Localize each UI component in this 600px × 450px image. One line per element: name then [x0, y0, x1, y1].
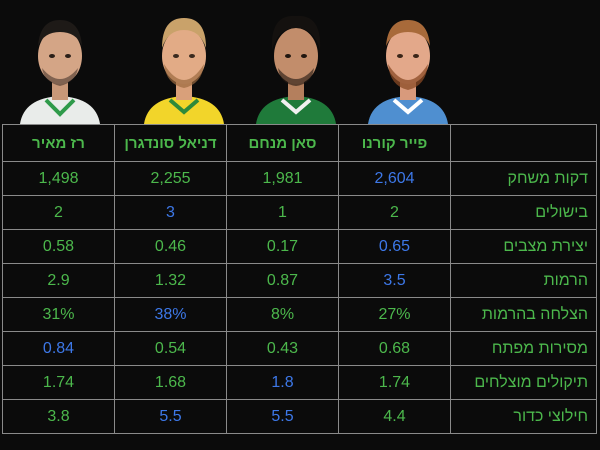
stat-value: 1.8 — [226, 365, 339, 400]
player-name: דניאל סונדגרן — [114, 124, 227, 162]
stats-table: פייר קורנו סאן מנחם דניאל סונדגרן רז מאי… — [2, 124, 597, 434]
stat-value: 1 — [226, 195, 339, 230]
stat-value: 0.54 — [114, 331, 227, 366]
stat-label: חילוצי כדור — [450, 399, 597, 434]
stat-value: 0.58 — [2, 229, 115, 264]
player-name: רז מאיר — [2, 124, 115, 162]
stat-value: 2 — [338, 195, 451, 230]
player-photo-pierre-cornud — [368, 20, 448, 124]
stat-value: 1.74 — [338, 365, 451, 400]
table-row: חילוצי כדור 4.4 5.5 5.5 3.8 — [2, 399, 597, 434]
stat-value: 2 — [2, 195, 115, 230]
table-row: הצלחה בהרמות 27% 8% 38% 31% — [2, 297, 597, 332]
table-row: יצירת מצבים 0.65 0.17 0.46 0.58 — [2, 229, 597, 264]
stat-value: 0.46 — [114, 229, 227, 264]
table-row: תיקולים מוצלחים 1.74 1.8 1.68 1.74 — [2, 365, 597, 400]
stat-value: 8% — [226, 297, 339, 332]
table-row: דקות משחק 2,604 1,981 2,255 1,498 — [2, 161, 597, 196]
stat-value: 2,255 — [114, 161, 227, 196]
stats-body: דקות משחק 2,604 1,981 2,255 1,498 בישולים 2 1 3 2… — [2, 161, 597, 434]
stat-value: 27% — [338, 297, 451, 332]
stat-value: 3.8 — [2, 399, 115, 434]
player-photos — [0, 0, 600, 124]
stat-value: 5.5 — [114, 399, 227, 434]
stat-label: יצירת מצבים — [450, 229, 597, 264]
stat-value: 0.17 — [226, 229, 339, 264]
stat-value: 1.74 — [2, 365, 115, 400]
stat-value: 2.9 — [2, 263, 115, 298]
player-photo-san-menachem — [256, 15, 336, 124]
stat-value: 1,981 — [226, 161, 339, 196]
stat-label: מסירות מפתח — [450, 331, 597, 366]
player-name: סאן מנחם — [226, 124, 339, 162]
stat-label: הרמות — [450, 263, 597, 298]
stat-label: הצלחה בהרמות — [450, 297, 597, 332]
stat-value: 2,604 — [338, 161, 451, 196]
stat-label: דקות משחק — [450, 161, 597, 196]
stat-value: 0.65 — [338, 229, 451, 264]
stat-value: 1,498 — [2, 161, 115, 196]
stat-value: 4.4 — [338, 399, 451, 434]
stat-value: 5.5 — [226, 399, 339, 434]
table-row: בישולים 2 1 3 2 — [2, 195, 597, 230]
stat-value: 1.32 — [114, 263, 227, 298]
stat-value: 3 — [114, 195, 227, 230]
player-photo-raz-meir — [20, 20, 100, 124]
stat-value: 0.68 — [338, 331, 451, 366]
stat-value: 38% — [114, 297, 227, 332]
player-name: פייר קורנו — [338, 124, 451, 162]
stat-value: 0.87 — [226, 263, 339, 298]
stat-value: 1.68 — [114, 365, 227, 400]
stat-label: בישולים — [450, 195, 597, 230]
stat-value: 0.84 — [2, 331, 115, 366]
stat-value: 3.5 — [338, 263, 451, 298]
stat-value: 0.43 — [226, 331, 339, 366]
table-row: מסירות מפתח 0.68 0.43 0.54 0.84 — [2, 331, 597, 366]
table-row: הרמות 3.5 0.87 1.32 2.9 — [2, 263, 597, 298]
header-row: פייר קורנו סאן מנחם דניאל סונדגרן רז מאי… — [2, 124, 597, 162]
player-photo-daniel-sundgren — [144, 18, 224, 124]
stat-label: תיקולים מוצלחים — [450, 365, 597, 400]
header-corner — [450, 124, 597, 162]
stat-value: 31% — [2, 297, 115, 332]
